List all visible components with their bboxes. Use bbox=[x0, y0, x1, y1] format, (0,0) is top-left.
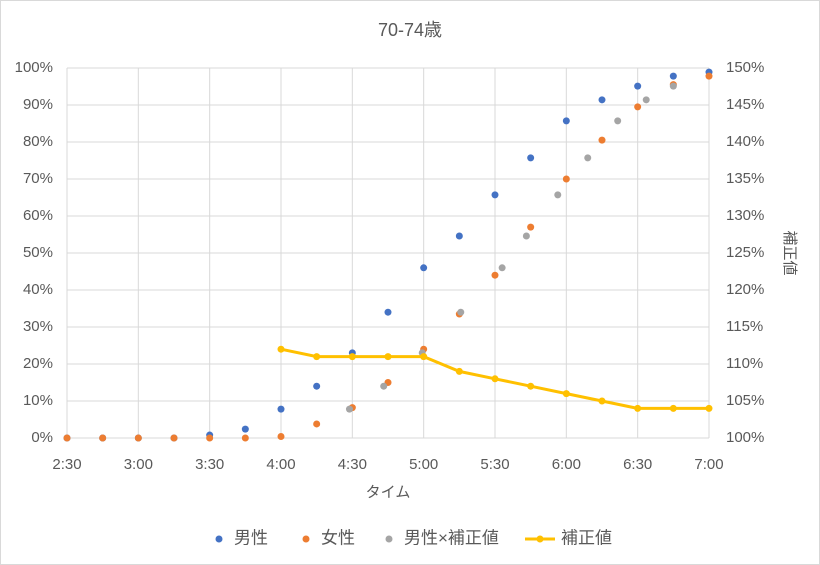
y2-tick-label: 145% bbox=[726, 96, 764, 113]
point bbox=[241, 434, 249, 442]
point bbox=[705, 72, 713, 80]
legend-marker bbox=[302, 535, 310, 543]
y-tick-label: 80% bbox=[23, 133, 53, 150]
line-marker bbox=[348, 353, 356, 361]
y-tick-label: 20% bbox=[23, 355, 53, 372]
y-tick-label: 70% bbox=[23, 170, 53, 187]
point bbox=[313, 420, 321, 428]
point bbox=[491, 191, 499, 199]
point bbox=[455, 232, 463, 240]
x-tick-label: 3:30 bbox=[195, 456, 224, 473]
point bbox=[527, 223, 535, 231]
legend-marker bbox=[536, 535, 544, 543]
x-tick-label: 7:00 bbox=[694, 456, 723, 473]
y2-tick-label: 130% bbox=[726, 207, 764, 224]
point bbox=[277, 405, 285, 413]
line-marker bbox=[384, 353, 392, 361]
y-tick-label: 60% bbox=[23, 207, 53, 224]
point bbox=[669, 72, 677, 80]
legend-label: 男性 bbox=[234, 528, 268, 547]
x-tick-label: 2:30 bbox=[52, 456, 81, 473]
line-marker bbox=[598, 397, 606, 405]
y2-tick-label: 105% bbox=[726, 392, 764, 409]
chart-title: 70-74歳 bbox=[378, 20, 442, 40]
y2-axis-label: 補正値 bbox=[781, 230, 798, 275]
y-tick-label: 10% bbox=[23, 392, 53, 409]
point bbox=[491, 271, 499, 279]
point bbox=[598, 96, 606, 104]
point bbox=[134, 434, 142, 442]
x-tick-label: 5:30 bbox=[480, 456, 509, 473]
x-tick-label: 6:00 bbox=[552, 456, 581, 473]
point bbox=[562, 117, 570, 125]
point bbox=[669, 82, 677, 90]
point bbox=[522, 232, 530, 240]
y-tick-label: 100% bbox=[15, 59, 53, 76]
y2-tick-label: 115% bbox=[726, 318, 763, 335]
y2-tick-label: 125% bbox=[726, 244, 764, 261]
point bbox=[277, 433, 285, 441]
line-marker bbox=[705, 404, 713, 412]
point bbox=[206, 434, 214, 442]
point bbox=[384, 308, 392, 316]
y-tick-label: 90% bbox=[23, 96, 53, 113]
point bbox=[562, 175, 570, 183]
point bbox=[241, 425, 249, 433]
x-tick-label: 6:30 bbox=[623, 456, 652, 473]
y-tick-label: 30% bbox=[23, 318, 53, 335]
line-marker bbox=[313, 353, 321, 361]
legend-label: 男性×補正値 bbox=[404, 528, 499, 547]
point bbox=[634, 103, 642, 111]
y2-tick-label: 120% bbox=[726, 281, 764, 298]
line-marker bbox=[277, 345, 285, 353]
point bbox=[642, 96, 650, 104]
y-tick-label: 50% bbox=[23, 244, 53, 261]
point bbox=[170, 434, 178, 442]
point bbox=[527, 154, 535, 162]
line-marker bbox=[669, 404, 677, 412]
y2-tick-label: 110% bbox=[726, 355, 763, 372]
line-marker bbox=[420, 353, 428, 361]
y2-tick-label: 140% bbox=[726, 133, 764, 150]
point bbox=[457, 308, 465, 316]
x-tick-label: 4:00 bbox=[266, 456, 295, 473]
y-tick-label: 0% bbox=[31, 429, 53, 446]
point bbox=[634, 82, 642, 90]
line-marker bbox=[491, 375, 499, 383]
point bbox=[63, 434, 71, 442]
line-marker bbox=[455, 367, 463, 375]
line-marker bbox=[527, 382, 535, 390]
y-tick-label: 40% bbox=[23, 281, 53, 298]
y2-tick-label: 100% bbox=[726, 429, 764, 446]
point bbox=[420, 264, 428, 272]
point bbox=[554, 191, 562, 199]
point bbox=[313, 382, 321, 390]
y2-tick-label: 150% bbox=[726, 59, 764, 76]
line-marker bbox=[562, 390, 570, 398]
y2-tick-label: 135% bbox=[726, 170, 764, 187]
legend-label: 補正値 bbox=[561, 528, 612, 547]
point bbox=[584, 154, 592, 162]
x-axis-label: タイム bbox=[366, 484, 411, 501]
x-tick-label: 4:30 bbox=[338, 456, 367, 473]
point bbox=[614, 117, 622, 125]
point bbox=[598, 136, 606, 144]
line-marker bbox=[634, 404, 642, 412]
legend-marker bbox=[385, 535, 393, 543]
legend-marker bbox=[215, 535, 223, 543]
point bbox=[380, 382, 388, 390]
point bbox=[498, 264, 506, 272]
point bbox=[345, 405, 353, 413]
x-tick-label: 3:00 bbox=[124, 456, 153, 473]
legend-label: 女性 bbox=[321, 528, 355, 547]
point bbox=[99, 434, 107, 442]
x-tick-label: 5:00 bbox=[409, 456, 438, 473]
